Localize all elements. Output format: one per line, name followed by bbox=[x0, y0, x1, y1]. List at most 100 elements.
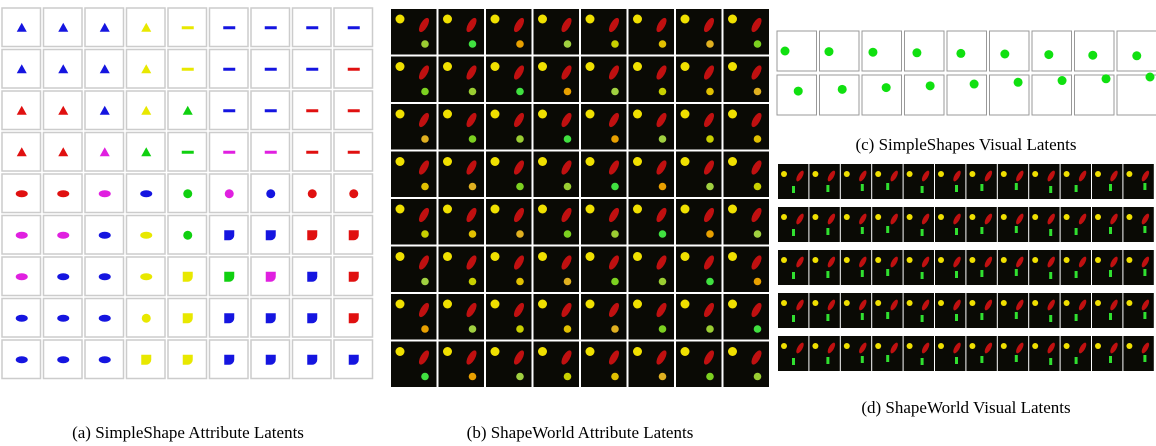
dot bbox=[969, 300, 975, 306]
dot bbox=[538, 15, 547, 24]
ellipse bbox=[57, 273, 69, 280]
dot bbox=[396, 157, 405, 166]
dot bbox=[491, 205, 500, 214]
bar bbox=[792, 229, 795, 236]
dot bbox=[1095, 343, 1101, 349]
dot bbox=[1126, 171, 1132, 177]
dot bbox=[907, 171, 913, 177]
dot bbox=[633, 62, 642, 71]
shape bbox=[611, 230, 619, 238]
ellipse bbox=[16, 356, 28, 363]
dot bbox=[875, 171, 881, 177]
bar bbox=[1049, 186, 1052, 193]
cell bbox=[998, 336, 1028, 371]
dot bbox=[938, 300, 944, 306]
cell bbox=[935, 164, 965, 199]
cell bbox=[1123, 336, 1153, 371]
cell bbox=[1092, 293, 1122, 328]
dot bbox=[633, 205, 642, 214]
shape bbox=[516, 40, 524, 48]
shape bbox=[754, 373, 762, 381]
shape bbox=[421, 373, 429, 381]
ellipse bbox=[99, 273, 111, 280]
cell bbox=[1061, 207, 1091, 242]
bar bbox=[1109, 227, 1112, 234]
cell bbox=[1123, 207, 1153, 242]
shape bbox=[421, 183, 429, 191]
cell bbox=[1029, 293, 1059, 328]
shape bbox=[754, 325, 762, 333]
dot bbox=[1126, 300, 1132, 306]
dot bbox=[1095, 171, 1101, 177]
dot bbox=[1126, 257, 1132, 263]
dot bbox=[443, 347, 452, 356]
dot bbox=[969, 257, 975, 263]
shape bbox=[611, 135, 619, 143]
shape bbox=[706, 183, 714, 191]
dot bbox=[1014, 78, 1023, 87]
dot bbox=[781, 300, 787, 306]
bar bbox=[1109, 184, 1112, 191]
dot bbox=[875, 257, 881, 263]
dash bbox=[265, 109, 277, 112]
circle bbox=[308, 189, 317, 198]
shape bbox=[469, 40, 477, 48]
dot bbox=[794, 87, 803, 96]
dot bbox=[491, 252, 500, 261]
dot bbox=[875, 214, 881, 220]
shape bbox=[564, 40, 572, 48]
dot bbox=[1001, 300, 1007, 306]
bar bbox=[1075, 314, 1078, 321]
shape bbox=[516, 135, 524, 143]
bar bbox=[826, 271, 829, 278]
dot bbox=[926, 81, 935, 90]
shape bbox=[564, 325, 572, 333]
caption: (a) SimpleShape Attribute Latents bbox=[72, 423, 304, 442]
cell bbox=[904, 250, 934, 285]
shape bbox=[611, 325, 619, 333]
cell bbox=[1032, 31, 1072, 71]
shape bbox=[469, 278, 477, 286]
dot bbox=[938, 214, 944, 220]
dot bbox=[633, 110, 642, 119]
cell bbox=[1092, 164, 1122, 199]
shape bbox=[421, 88, 429, 96]
dot bbox=[1146, 73, 1155, 82]
dot bbox=[538, 300, 547, 309]
circle bbox=[349, 189, 358, 198]
cell bbox=[1061, 336, 1091, 371]
bar bbox=[1049, 272, 1052, 279]
dot bbox=[728, 300, 737, 309]
circle bbox=[183, 231, 192, 240]
dot bbox=[938, 343, 944, 349]
shape bbox=[754, 135, 762, 143]
dot bbox=[396, 347, 405, 356]
bar bbox=[861, 184, 864, 191]
cell bbox=[820, 75, 860, 115]
cell bbox=[998, 250, 1028, 285]
dot bbox=[681, 252, 690, 261]
quarter bbox=[224, 355, 234, 365]
dash bbox=[348, 151, 360, 154]
quarter bbox=[349, 355, 359, 365]
cell bbox=[778, 293, 808, 328]
bar bbox=[1143, 183, 1146, 190]
dot bbox=[875, 300, 881, 306]
dot bbox=[586, 110, 595, 119]
bar bbox=[826, 228, 829, 235]
dot bbox=[633, 252, 642, 261]
cell bbox=[1029, 336, 1059, 371]
shape bbox=[516, 230, 524, 238]
quarter bbox=[266, 313, 276, 323]
dash bbox=[265, 68, 277, 71]
cell bbox=[1092, 207, 1122, 242]
shape bbox=[754, 230, 762, 238]
cell bbox=[1123, 164, 1153, 199]
dot bbox=[812, 300, 818, 306]
dot bbox=[681, 347, 690, 356]
dot bbox=[538, 62, 547, 71]
bar bbox=[1109, 356, 1112, 363]
dot bbox=[907, 343, 913, 349]
cell bbox=[904, 164, 934, 199]
shape bbox=[611, 40, 619, 48]
